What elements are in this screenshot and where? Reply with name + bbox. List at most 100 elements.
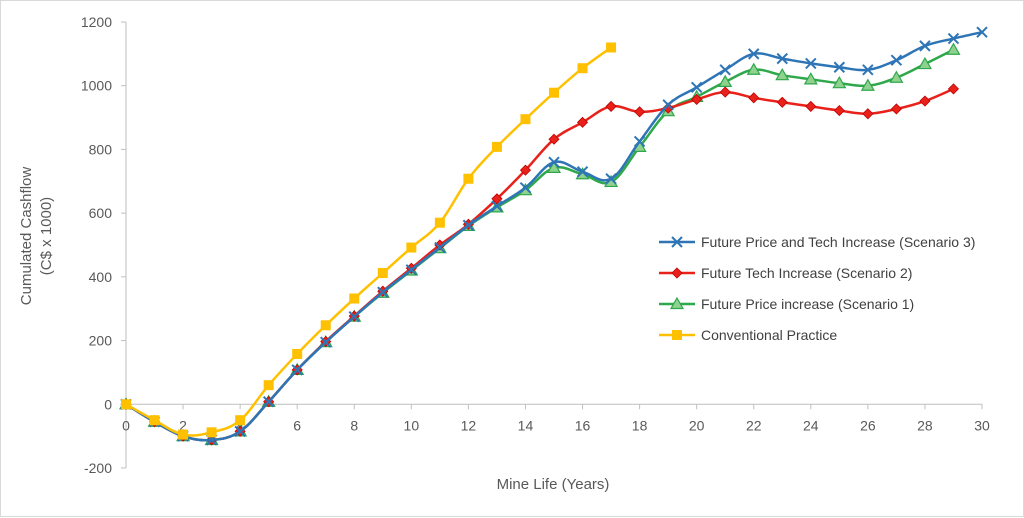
x-tick-label: 8 (350, 417, 358, 433)
data-point (491, 200, 503, 212)
data-point (605, 173, 617, 185)
y-axis-title-line1: Cumulated Cashflow (18, 167, 35, 306)
data-point (862, 64, 874, 76)
legend-marker (672, 330, 682, 340)
x-tick-label: 14 (518, 417, 534, 433)
data-point (434, 241, 446, 254)
data-point (262, 396, 275, 408)
data-point (719, 64, 731, 76)
x-tick-label: 16 (575, 417, 591, 433)
data-point (748, 92, 760, 104)
legend-item-4: Conventional Practice (659, 327, 837, 343)
legend-label: Future Tech Increase (Scenario 2) (701, 265, 912, 281)
legend-item-2: Future Tech Increase (Scenario 2) (659, 265, 912, 281)
data-point (121, 399, 131, 410)
y-tick-label: 200 (89, 333, 113, 349)
data-point (548, 156, 560, 168)
data-point (520, 114, 531, 125)
data-point (634, 106, 646, 118)
legend-item-3: Future Price increase (Scenario 1) (659, 296, 914, 312)
data-point (860, 78, 875, 91)
data-point (776, 96, 788, 108)
x-tick-label: 18 (632, 417, 648, 433)
y-tick-label: 1200 (81, 14, 112, 30)
data-point (690, 81, 703, 94)
y-tick-label: -200 (84, 460, 112, 476)
data-point (662, 102, 674, 114)
data-point (576, 166, 589, 178)
x-tick-label: 26 (860, 417, 876, 433)
x-tick-label: 12 (461, 417, 477, 433)
x-tick-label: 10 (404, 417, 420, 433)
data-point (833, 104, 845, 117)
data-point (491, 193, 503, 205)
data-point (633, 135, 646, 148)
data-point (890, 54, 903, 66)
data-point (946, 42, 961, 55)
data-point (519, 181, 532, 194)
data-point (862, 108, 874, 120)
data-point (462, 219, 475, 231)
x-tick-label: 20 (689, 417, 705, 433)
data-point (548, 133, 560, 145)
data-point (291, 364, 303, 376)
data-point (889, 70, 904, 83)
data-point (463, 173, 474, 184)
data-point (377, 286, 389, 298)
series-line (125, 46, 612, 437)
data-point (917, 56, 932, 70)
data-point (776, 52, 788, 65)
data-point (576, 116, 589, 128)
x-tick-label: 6 (293, 417, 301, 433)
series-4 (121, 42, 617, 440)
data-point (890, 103, 902, 115)
data-point (606, 42, 617, 53)
y-tick-label: 600 (89, 205, 113, 221)
data-point (178, 429, 189, 440)
data-point (519, 164, 532, 176)
legend-label: Conventional Practice (701, 327, 837, 343)
data-point (605, 100, 617, 112)
legend-marker (671, 267, 683, 279)
data-point (349, 293, 360, 304)
data-point (206, 427, 217, 438)
data-point (718, 74, 733, 87)
data-point (832, 75, 847, 89)
data-point (434, 217, 445, 228)
data-point (549, 87, 559, 98)
data-point (748, 48, 760, 60)
legend-label: Future Price and Tech Increase (Scenario… (701, 234, 975, 250)
data-point (320, 336, 332, 348)
legend-marker (671, 236, 683, 248)
data-point (546, 160, 562, 174)
data-point (263, 380, 274, 391)
data-point (348, 310, 360, 323)
y-axis-title-line2: (C$ x 1000) (38, 197, 55, 275)
x-tick-label: 28 (917, 417, 933, 433)
data-point (947, 32, 960, 45)
legend-label: Future Price increase (Scenario 1) (701, 296, 914, 312)
data-point (919, 40, 931, 52)
data-point (234, 425, 246, 438)
data-point (719, 86, 731, 98)
x-tick-label: 22 (746, 417, 762, 433)
x-axis-title: Mine Life (Years) (497, 476, 610, 493)
x-tick-label: 30 (974, 417, 990, 433)
data-point (577, 63, 588, 74)
series-1 (120, 26, 988, 446)
data-point (746, 62, 761, 75)
data-point (833, 61, 846, 73)
data-point (405, 264, 418, 276)
legend-item-1: Future Price and Tech Increase (Scenario… (659, 234, 975, 250)
data-point (377, 268, 388, 279)
x-tick-label: 0 (122, 417, 130, 433)
legend-marker (669, 296, 685, 310)
data-point (491, 141, 502, 152)
data-point (805, 57, 817, 70)
data-point (805, 100, 817, 112)
data-point (691, 93, 703, 105)
x-tick-label: 2 (179, 417, 187, 433)
data-point (662, 99, 674, 111)
